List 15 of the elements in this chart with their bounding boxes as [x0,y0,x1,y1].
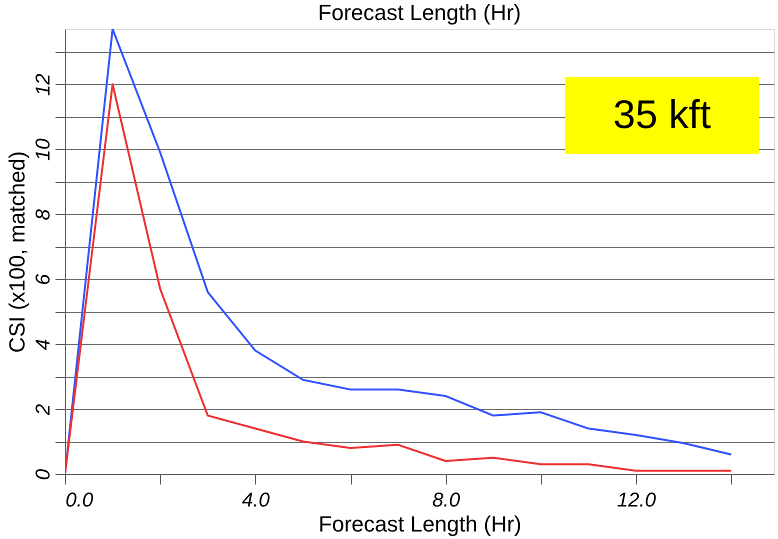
x-tick-label: 12.0 [617,490,656,512]
chart-title: Forecast Length (Hr) [318,0,521,25]
y-tick-label: 2 [32,404,54,416]
x-tick-label: 4.0 [242,490,270,512]
y-tick-label: 8 [32,209,54,220]
annotation: 35 kft [613,93,711,137]
y-tick-label: 4 [32,339,54,350]
x-tick-label: 8.0 [432,490,460,512]
y-tick-label: 10 [32,138,54,161]
x-axis-title: Forecast Length (Hr) [318,512,522,536]
y-axis-title: CSI (x100, matched) [4,151,30,353]
y-tick-label: 0 [32,468,54,480]
x-tick-label: 0.0 [66,490,94,512]
y-tick-label: 12 [32,74,54,96]
y-tick-label: 6 [32,273,54,286]
